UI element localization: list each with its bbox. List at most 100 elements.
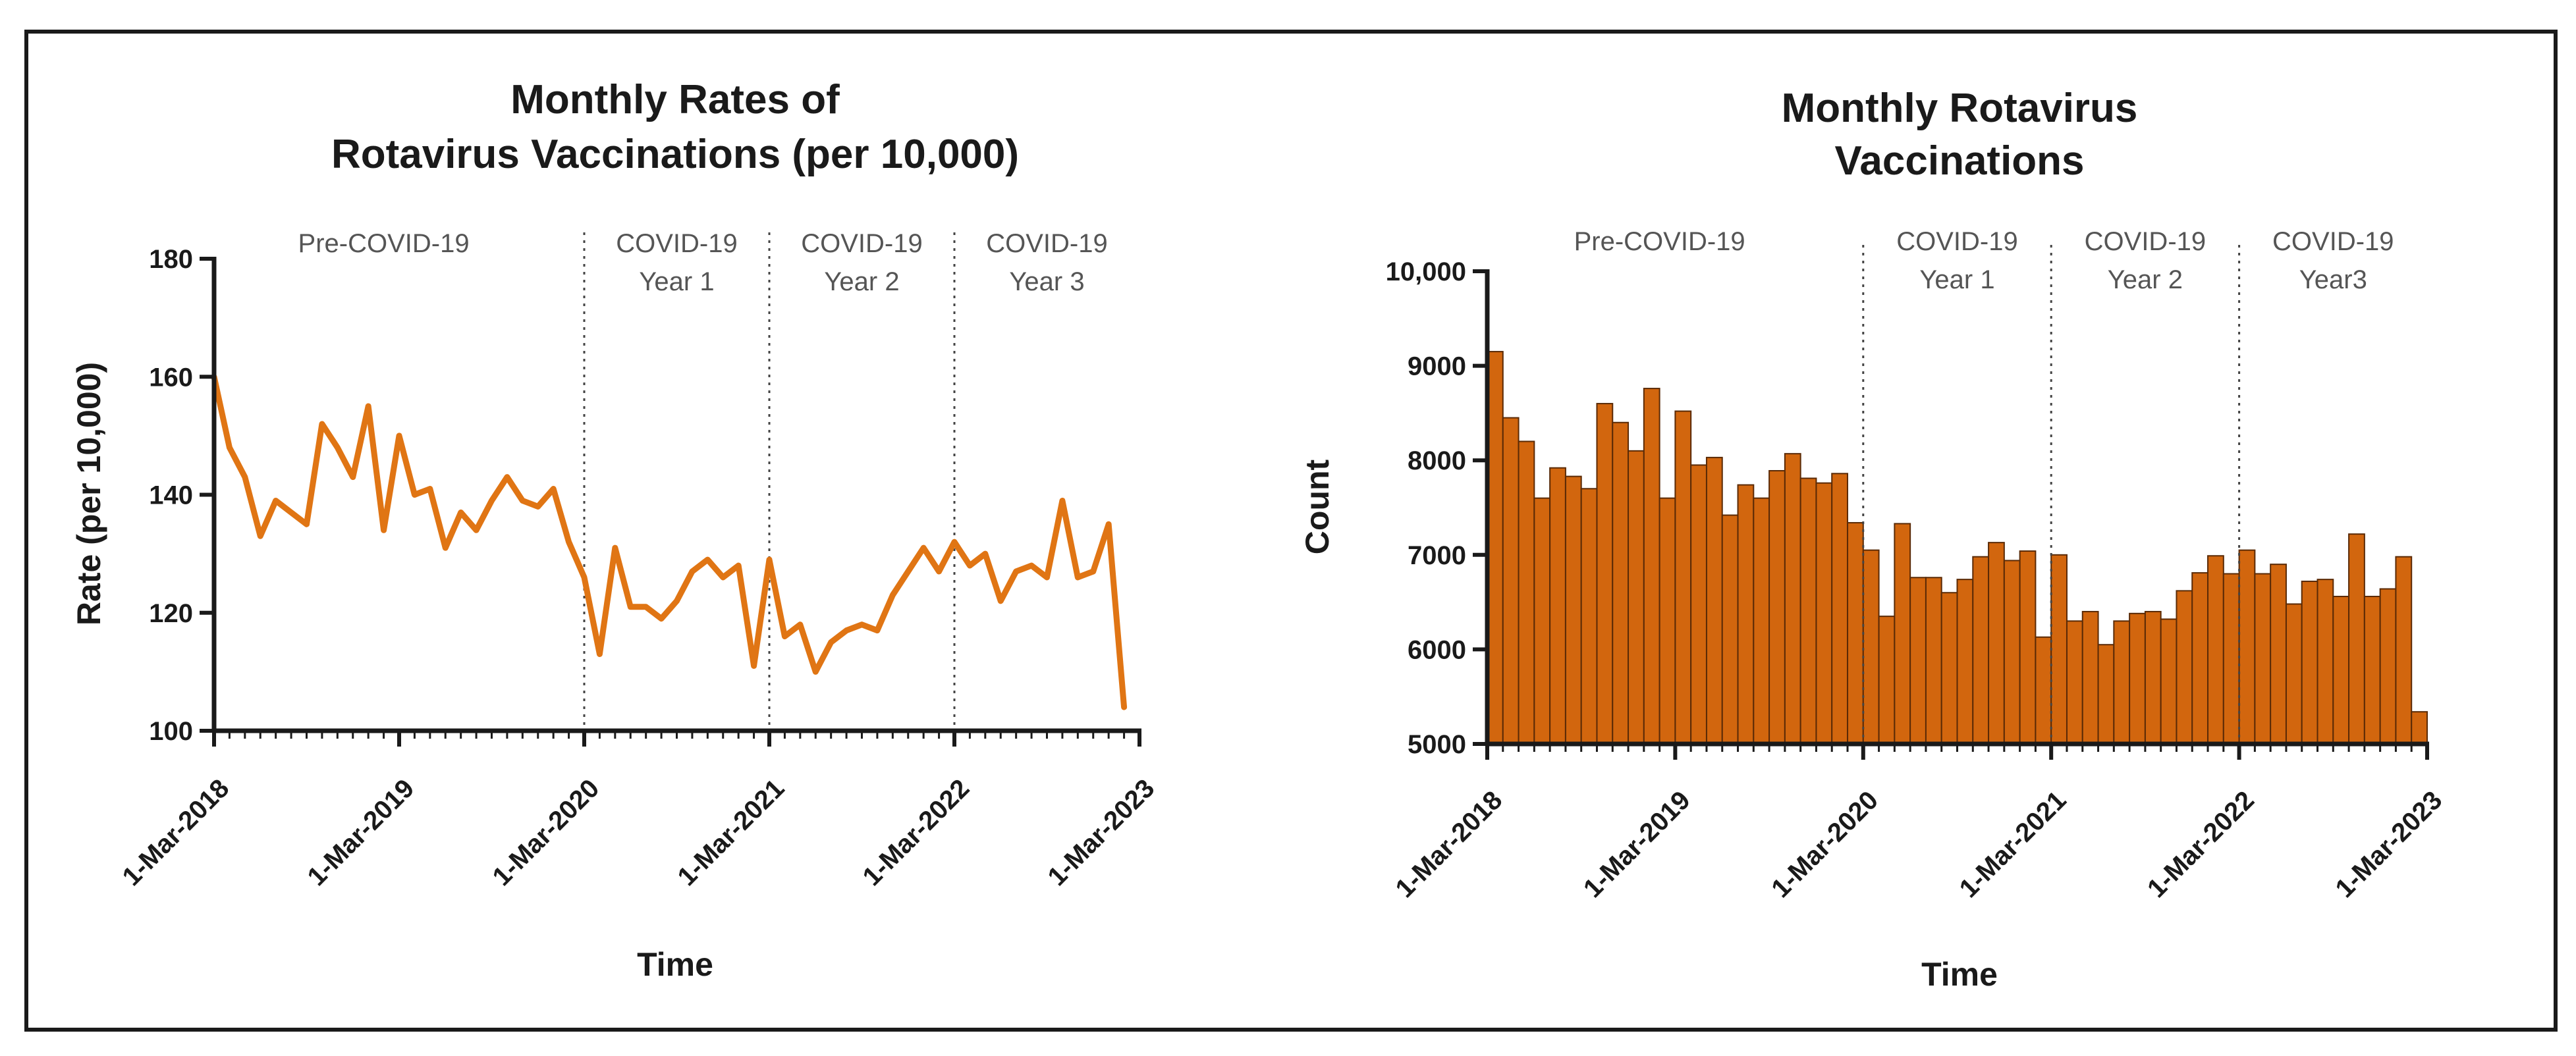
- rate-series-line: [211, 373, 1128, 710]
- data-point: [551, 487, 556, 491]
- bar: [1988, 542, 2005, 745]
- data-point: [273, 498, 278, 503]
- data-point: [304, 522, 309, 527]
- data-point: [350, 475, 355, 479]
- bar: [2191, 572, 2209, 745]
- chart-title-line-1: Monthly Rotavirus: [1782, 86, 2138, 131]
- y-tick-label: 160: [149, 363, 193, 392]
- data-point: [767, 558, 771, 562]
- y-tick-label: 120: [149, 599, 193, 628]
- bar: [1894, 523, 1911, 745]
- data-point: [690, 569, 694, 574]
- data-point: [628, 604, 633, 609]
- bar: [1518, 440, 1535, 745]
- bar: [1502, 417, 1520, 745]
- bar: [2222, 573, 2240, 745]
- data-point: [335, 445, 340, 450]
- bar: [1690, 464, 1707, 745]
- bar: [1831, 473, 1849, 745]
- period-label: Year 1: [639, 267, 714, 296]
- data-point: [860, 622, 864, 627]
- x-tick-label: 1-Mar-2022: [2142, 785, 2260, 903]
- divider-layer: [583, 232, 956, 731]
- bar: [1799, 477, 1817, 745]
- data-point: [227, 445, 232, 450]
- data-point: [937, 569, 941, 574]
- period-label-layer: Pre-COVID-19 COVID-19 Year 1 COVID-19 Year 2…: [298, 229, 1108, 296]
- bar: [2176, 590, 2193, 745]
- chart-title-line-2: Vaccinations: [1834, 138, 2084, 184]
- data-point: [906, 569, 910, 574]
- data-point: [1107, 522, 1111, 527]
- bar: [1768, 469, 1786, 745]
- y-tick-label: 180: [149, 245, 193, 274]
- x-tick-label: 1-Mar-2021: [672, 774, 790, 891]
- data-point: [1060, 498, 1064, 503]
- bar: [2035, 636, 2052, 745]
- bar: [2254, 573, 2272, 745]
- bar: [1580, 488, 1598, 745]
- bar: [2019, 550, 2037, 745]
- data-point: [1045, 575, 1049, 579]
- data-point: [535, 504, 540, 509]
- data-point: [674, 598, 679, 603]
- bar: [2050, 554, 2068, 745]
- bar: [1658, 497, 1676, 745]
- bar: [2363, 595, 2381, 745]
- bar: [1487, 351, 1504, 745]
- bar: [2332, 595, 2350, 745]
- x-tick-label: 1-Mar-2020: [487, 774, 605, 891]
- bar: [1753, 497, 1770, 745]
- x-tick-label: 1-Mar-2018: [1390, 785, 1508, 903]
- data-point: [319, 421, 324, 426]
- bar: [1972, 556, 1990, 745]
- data-point: [968, 564, 972, 568]
- bar: [1862, 549, 1880, 745]
- data-point: [736, 564, 741, 568]
- data-point: [1014, 569, 1018, 574]
- period-label-layer: Pre-COVID-19 COVID-19 Year 1 COVID-19 Year 2…: [1574, 227, 2394, 294]
- data-point: [875, 628, 879, 633]
- bar: [1533, 497, 1551, 745]
- data-point: [582, 575, 586, 579]
- data-point: [752, 664, 756, 668]
- chart-title-line-1: Monthly Rates of: [510, 77, 840, 122]
- bar: [2411, 711, 2428, 745]
- period-label: Year3: [2299, 265, 2367, 294]
- bar: [1628, 450, 1645, 745]
- data-point: [566, 540, 571, 544]
- y-tick-label: 10,000: [1386, 257, 1466, 286]
- data-point: [412, 492, 417, 497]
- bar: [2270, 564, 2287, 745]
- axis-layer: 100 120 140 160 180 1-Mar-2018 1-Mar-2019 1-Mar…: [117, 245, 1160, 891]
- data-point: [427, 487, 432, 491]
- data-point: [798, 622, 802, 627]
- bar: [1925, 577, 1942, 745]
- period-label: COVID-19: [1896, 227, 2018, 256]
- bar: [2081, 610, 2099, 745]
- bar: [2395, 556, 2413, 745]
- period-label: COVID-19: [2085, 227, 2206, 256]
- bar: [1643, 388, 1660, 745]
- data-point: [813, 670, 818, 674]
- bar: [1564, 475, 1582, 745]
- y-tick-label: 8000: [1408, 446, 1466, 475]
- data-point: [520, 498, 525, 503]
- x-tick-label: 1-Mar-2022: [857, 774, 975, 891]
- data-point: [705, 558, 710, 562]
- bar: [2113, 620, 2131, 745]
- data-point: [443, 546, 448, 550]
- data-point: [1029, 564, 1034, 568]
- data-point: [458, 510, 463, 515]
- data-point: [258, 534, 263, 539]
- y-tick-label: 9000: [1408, 352, 1466, 381]
- bar: [1784, 453, 1801, 745]
- bar: [1847, 521, 1864, 745]
- bar: [2316, 579, 2334, 745]
- bar: [2379, 588, 2397, 745]
- data-point: [597, 652, 602, 656]
- data-point: [1122, 705, 1126, 710]
- period-label: Pre-COVID-19: [298, 229, 470, 258]
- y-axis-title: Rate (per 10,000): [70, 362, 107, 625]
